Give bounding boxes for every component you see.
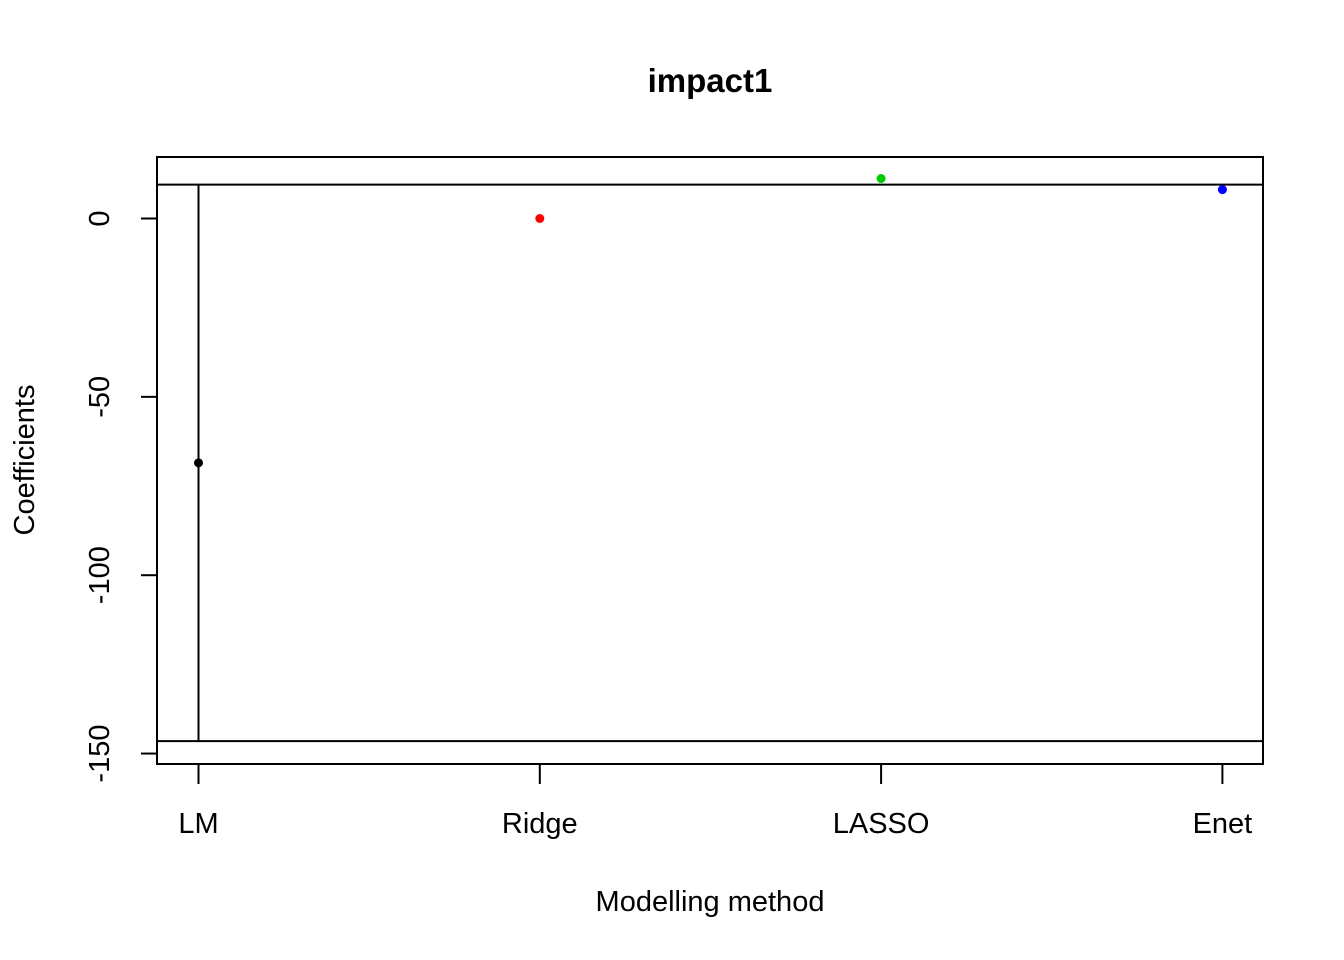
y-tick-label: -50: [84, 376, 116, 418]
y-axis: 0 -50 -100 -150: [84, 210, 157, 783]
y-tick-label: 0: [84, 210, 116, 226]
chart-title: impact1: [648, 62, 773, 99]
x-tick-label: Ridge: [502, 808, 578, 840]
y-tick-label: -100: [84, 546, 116, 604]
x-axis: LM Ridge LASSO Enet: [178, 764, 1252, 840]
y-tick-label: -150: [84, 725, 116, 783]
x-tick-label: LM: [178, 808, 218, 840]
data-point-enet: [1217, 185, 1227, 195]
x-tick-label: LASSO: [833, 808, 930, 840]
data-point-ridge: [535, 214, 545, 223]
x-tick-label: Enet: [1193, 808, 1253, 840]
data-point-lm: [194, 458, 203, 468]
data-points: [194, 174, 1227, 468]
data-point-lasso: [876, 174, 886, 184]
x-axis-label: Modelling method: [596, 886, 825, 918]
y-axis-label: Coefficients: [9, 385, 41, 536]
plot-frame: [156, 156, 1264, 765]
